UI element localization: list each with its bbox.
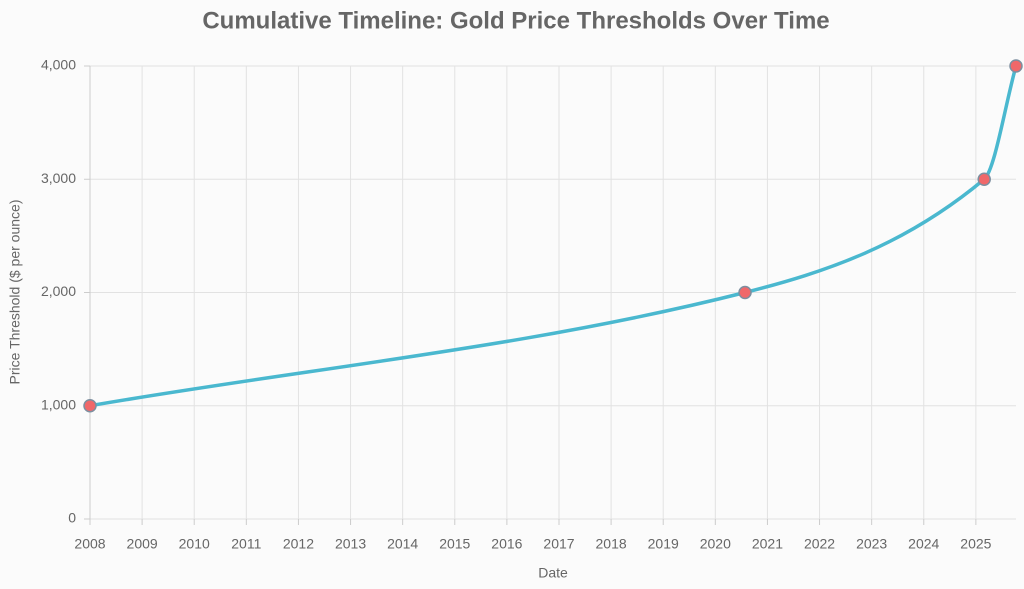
x-tick-label: 2012: [283, 536, 314, 552]
y-tick-label: 4,000: [41, 57, 76, 73]
point: [977, 172, 991, 186]
x-tick-label: 2021: [752, 536, 783, 552]
x-tick-label: 2016: [491, 536, 522, 552]
chart-title: Cumulative Timeline: Gold Price Threshol…: [202, 7, 829, 34]
x-tick-label: 2022: [804, 536, 835, 552]
point: [83, 399, 97, 413]
y-tick-label: 1,000: [41, 396, 76, 412]
x-tick-label: 2024: [908, 536, 939, 552]
x-tick-label: 2008: [74, 536, 105, 552]
x-tick-label: 2013: [335, 536, 366, 552]
x-tick-label: 2018: [596, 536, 627, 552]
line: [89, 65, 1018, 408]
x-tick-label: 2023: [856, 536, 887, 552]
x-tick-label: 2015: [439, 536, 470, 552]
x-tick-label: 2011: [231, 536, 261, 552]
point: [1009, 59, 1023, 73]
y-tick-label: 0: [68, 510, 76, 526]
x-tick-label: 2014: [387, 536, 418, 552]
x-tick-label: 2025: [960, 536, 991, 552]
x-axis-title: Date: [538, 565, 568, 581]
x-tick-label: 2009: [127, 536, 158, 552]
x-tick-label: 2019: [648, 536, 679, 552]
y-tick-label: 2,000: [41, 283, 76, 299]
y-axis-title: Price Threshold ($ per ounce): [7, 200, 23, 385]
x-tick-label: 2010: [179, 536, 210, 552]
y-tick-label: 3,000: [41, 170, 76, 186]
x-tick-label: 2020: [700, 536, 731, 552]
x-tick-label: 2017: [543, 536, 574, 552]
point: [738, 285, 752, 300]
